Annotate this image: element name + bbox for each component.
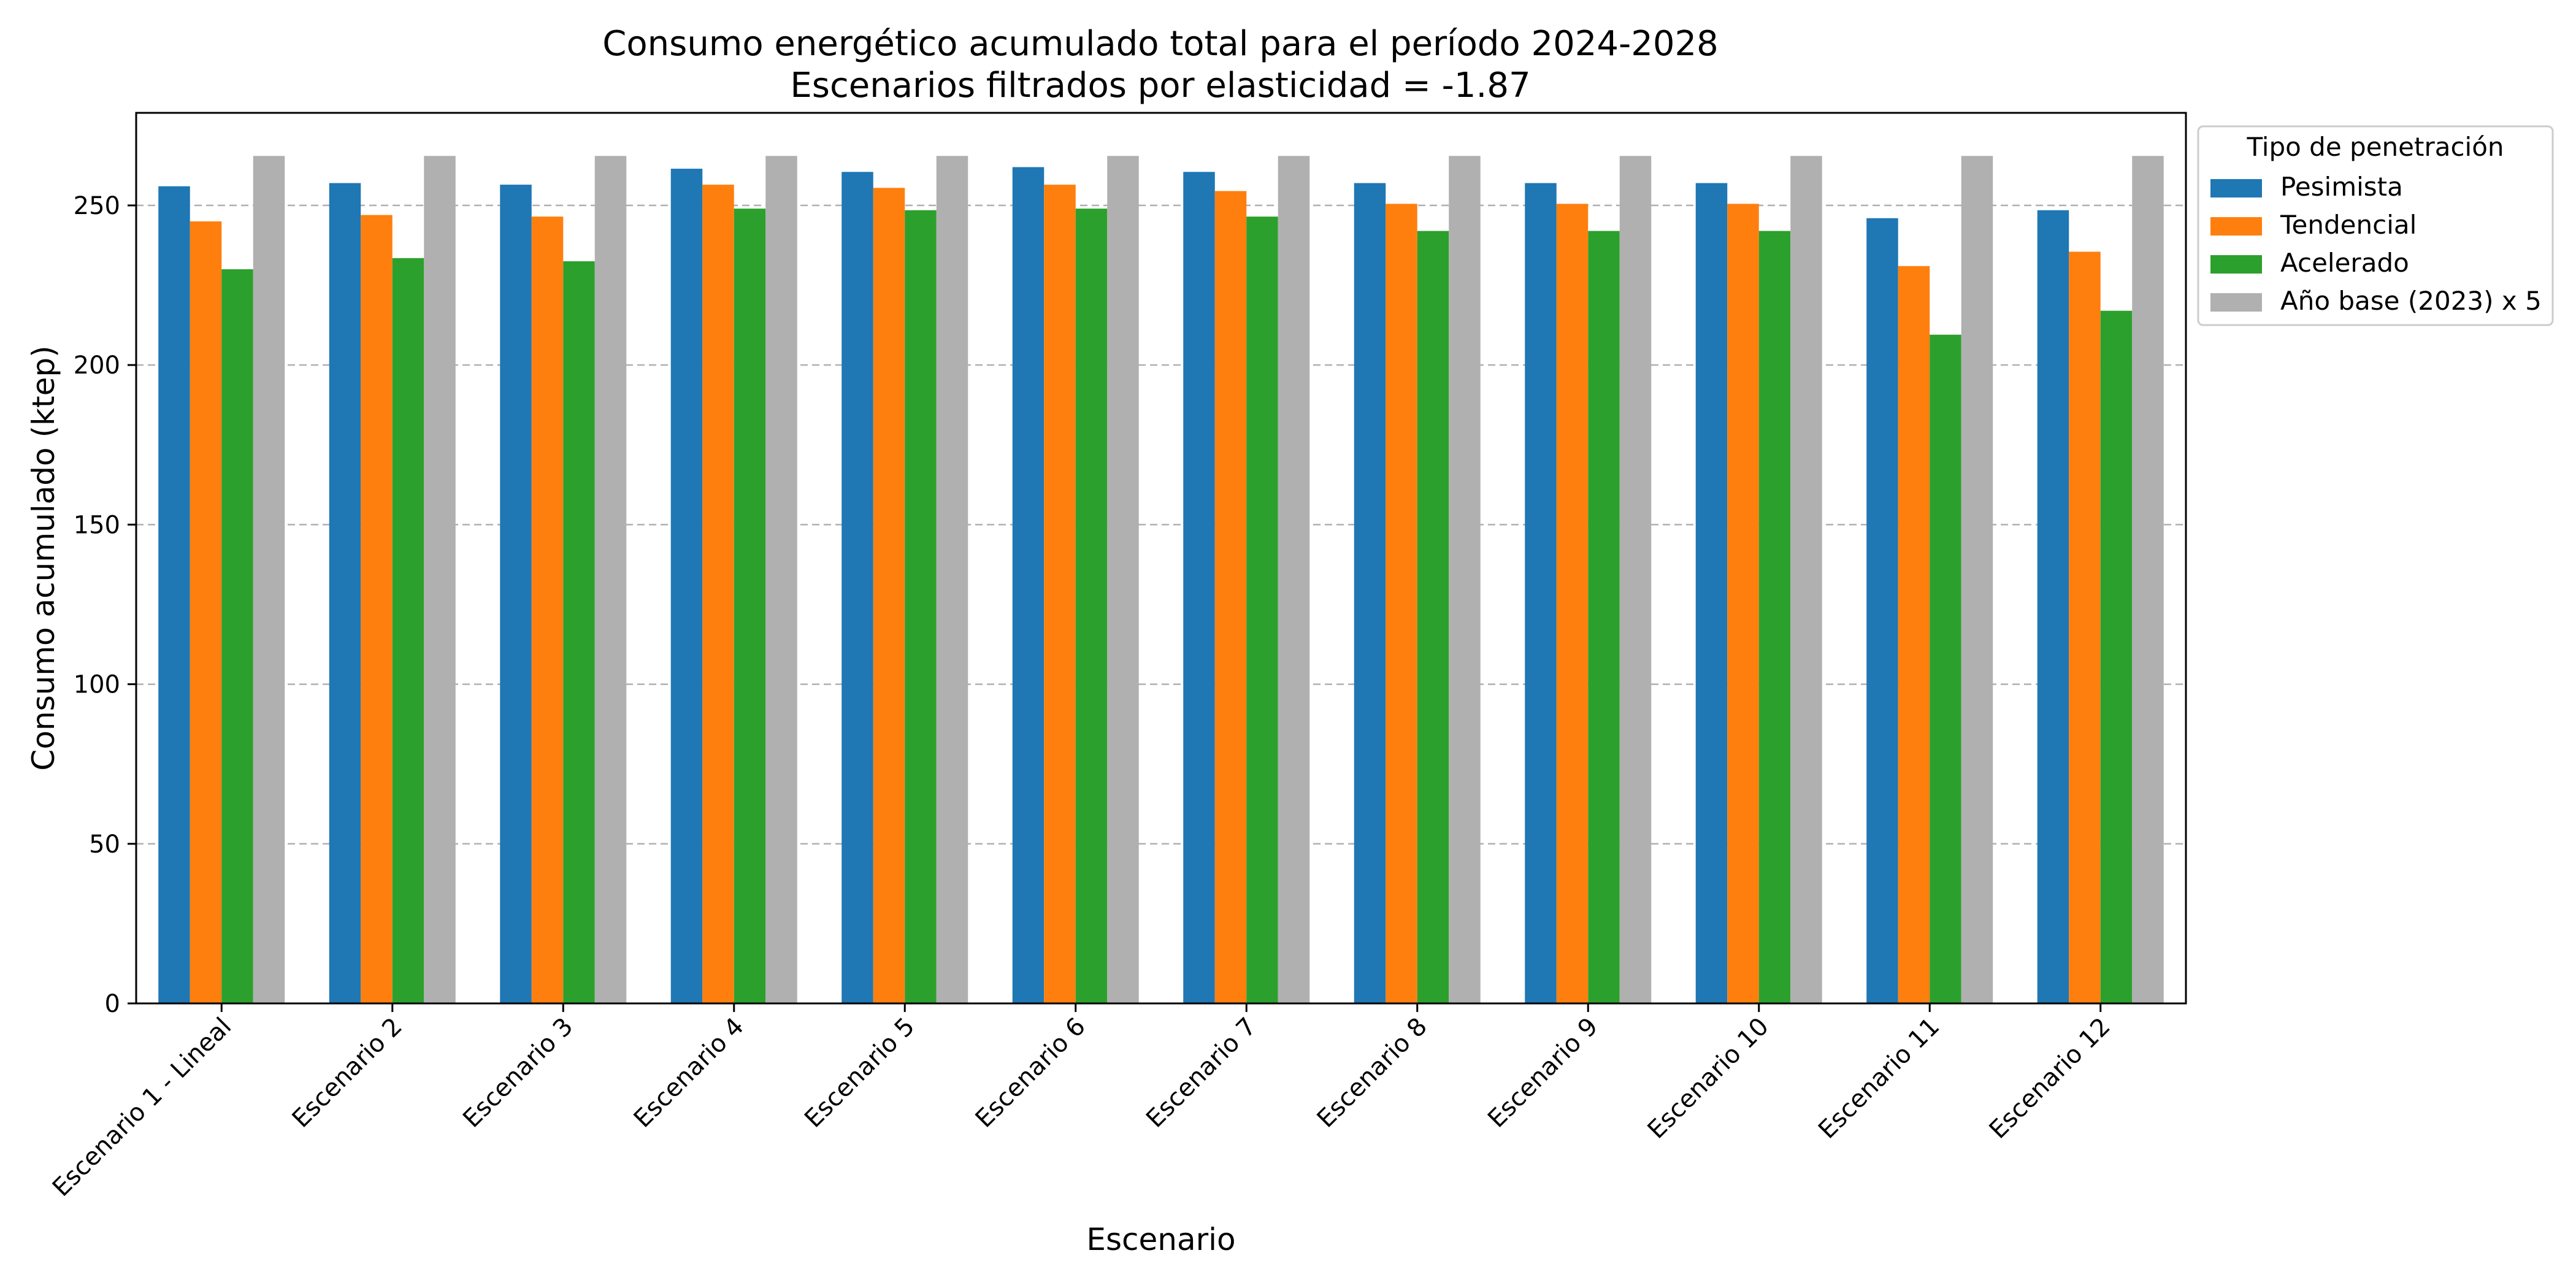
bar bbox=[221, 269, 253, 1003]
bar bbox=[873, 188, 905, 1004]
plot-area-frame bbox=[135, 112, 2187, 1005]
bar bbox=[190, 221, 222, 1003]
bar bbox=[1183, 172, 1215, 1004]
bar bbox=[1417, 231, 1449, 1004]
bar bbox=[1386, 204, 1417, 1004]
legend-label: Pesimista bbox=[2280, 172, 2403, 202]
bar bbox=[1758, 231, 1791, 1004]
y-tick-label: 50 bbox=[89, 830, 120, 859]
bar bbox=[1278, 156, 1310, 1004]
bar bbox=[329, 183, 361, 1003]
bar bbox=[1525, 183, 1557, 1003]
bars bbox=[158, 156, 2164, 1004]
bar bbox=[936, 156, 968, 1004]
bar bbox=[1930, 334, 1961, 1003]
y-tick-label: 150 bbox=[74, 511, 120, 539]
bar bbox=[1898, 266, 1930, 1004]
bar bbox=[1075, 209, 1108, 1003]
legend-swatch bbox=[2210, 255, 2262, 274]
legend-swatch bbox=[2210, 179, 2262, 197]
y-axis-title: Consumo acumulado (ktep) bbox=[26, 345, 61, 770]
bar bbox=[158, 186, 190, 1003]
bar bbox=[1619, 156, 1652, 1004]
chart-subtitle: Escenarios filtrados por elasticidad = -… bbox=[790, 66, 1530, 105]
bar bbox=[1044, 185, 1076, 1003]
bar bbox=[1961, 156, 1993, 1004]
bar bbox=[702, 185, 734, 1003]
bar bbox=[2037, 210, 2069, 1003]
bar bbox=[734, 209, 766, 1003]
bar bbox=[361, 215, 393, 1004]
bar bbox=[594, 156, 627, 1004]
legend-label: Tendencial bbox=[2280, 210, 2417, 240]
legend-label: Año base (2023) x 5 bbox=[2280, 286, 2542, 316]
legend-swatch bbox=[2210, 293, 2262, 312]
bar bbox=[1246, 217, 1278, 1003]
bar bbox=[1012, 167, 1045, 1003]
bar bbox=[2069, 251, 2101, 1003]
bar bbox=[1556, 204, 1589, 1004]
bar bbox=[1866, 218, 1898, 1003]
bar bbox=[1588, 231, 1620, 1004]
bar bbox=[2132, 156, 2164, 1004]
legend: Tipo de penetración Pesimista Tendencial A… bbox=[2197, 125, 2554, 326]
bar bbox=[424, 156, 456, 1004]
bar bbox=[670, 169, 703, 1004]
legend-swatch bbox=[2210, 217, 2262, 236]
bar bbox=[905, 210, 937, 1003]
bar bbox=[2100, 310, 2133, 1004]
legend-label: Acelerado bbox=[2280, 248, 2409, 278]
bar bbox=[500, 185, 532, 1003]
legend-frame bbox=[2197, 125, 2554, 326]
bar bbox=[1214, 191, 1247, 1003]
y-tick-label: 200 bbox=[74, 351, 120, 380]
y-tick-label: 0 bbox=[105, 990, 120, 1018]
bar bbox=[392, 258, 424, 1004]
y-axis: 0 50 100 150 200 250 bbox=[74, 192, 136, 1018]
y-tick-label: 250 bbox=[74, 192, 120, 220]
bar bbox=[765, 156, 797, 1004]
bar bbox=[841, 172, 873, 1004]
bar bbox=[531, 217, 564, 1003]
bar bbox=[1790, 156, 1822, 1004]
grid-lines bbox=[136, 204, 2186, 845]
bar bbox=[1695, 183, 1728, 1003]
legend-title: Tipo de penetración bbox=[2246, 132, 2504, 162]
x-axis-title: Escenario bbox=[1086, 1222, 1235, 1257]
bar bbox=[253, 156, 285, 1004]
bar bbox=[563, 261, 595, 1003]
bar bbox=[1354, 183, 1386, 1003]
y-tick-label: 100 bbox=[74, 671, 120, 699]
bar bbox=[1107, 156, 1139, 1004]
chart-title: Consumo energético acumulado total para … bbox=[602, 24, 1718, 64]
bar bbox=[1449, 156, 1481, 1004]
bar bbox=[1727, 204, 1759, 1004]
